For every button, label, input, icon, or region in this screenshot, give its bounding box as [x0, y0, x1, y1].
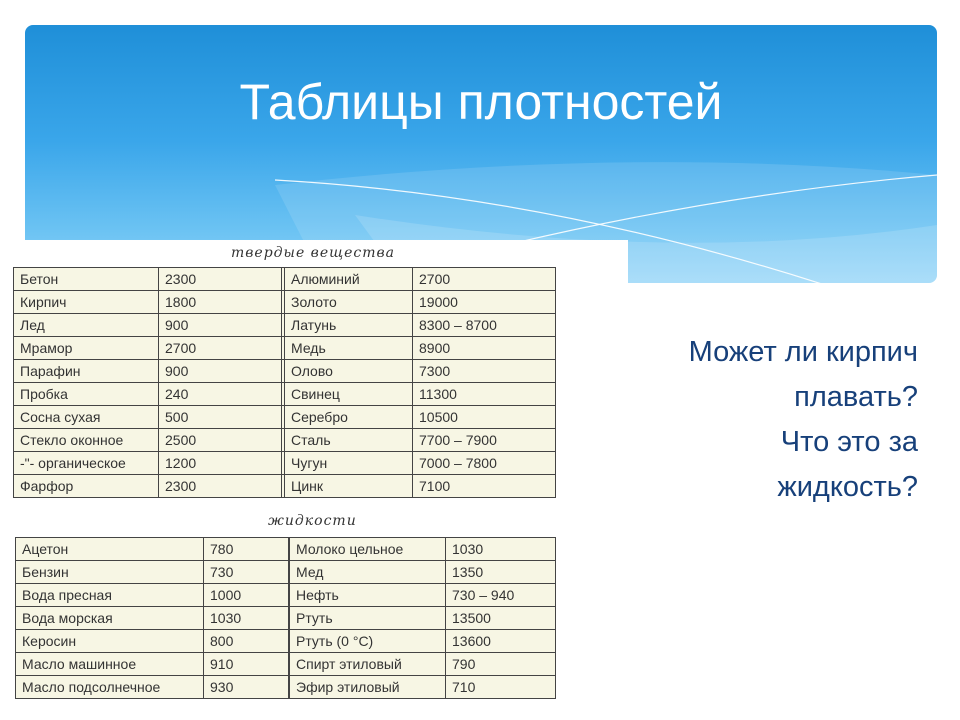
table-row: Керосин 800 Ртуть (0 °C) 13600: [15, 629, 556, 653]
substance-cell: Нефть: [289, 583, 446, 607]
density-cell: 900: [158, 359, 282, 383]
density-cell: 780: [203, 537, 289, 561]
density-cell: 7100: [412, 474, 556, 498]
substance-cell: Сталь: [284, 428, 413, 452]
table-row: Кирпич 1800 Золото 19000: [13, 290, 556, 314]
question-line: Может ли кирпич: [688, 336, 918, 368]
density-cell: 1350: [445, 560, 556, 584]
solids-caption: твердые вещества: [231, 245, 396, 261]
density-cell: 1200: [158, 451, 282, 475]
table-row: Сосна сухая 500 Серебро 10500: [13, 405, 556, 429]
table-row: Вода морская 1030 Ртуть 13500: [15, 606, 556, 630]
density-cell: 500: [158, 405, 282, 429]
table-row: Ацетон 780 Молоко цельное 1030: [15, 537, 556, 561]
density-cell: 2300: [158, 474, 282, 498]
density-cell: 730: [203, 560, 289, 584]
density-cell: 7000 – 7800: [412, 451, 556, 475]
question-line: жидкость?: [777, 471, 918, 503]
substance-cell: Медь: [284, 336, 413, 360]
table-row: Фарфор 2300 Цинк 7100: [13, 474, 556, 498]
substance-cell: Эфир этиловый: [289, 675, 446, 699]
density-cell: 8300 – 8700: [412, 313, 556, 337]
substance-cell: Фарфор: [13, 474, 159, 498]
table-row: Мрамор 2700 Медь 8900: [13, 336, 556, 360]
table-row: Парафин 900 Олово 7300: [13, 359, 556, 383]
table-row: Масло машинное 910 Спирт этиловый 790: [15, 652, 556, 676]
question-line: плавать?: [794, 381, 918, 413]
substance-cell: Латунь: [284, 313, 413, 337]
substance-cell: Ртуть (0 °C): [289, 629, 446, 653]
density-cell: 1030: [445, 537, 556, 561]
table-row: Вода пресная 1000 Нефть 730 – 940: [15, 583, 556, 607]
substance-cell: Сосна сухая: [13, 405, 159, 429]
density-cell: 900: [158, 313, 282, 337]
density-cell: 910: [203, 652, 289, 676]
substance-cell: Олово: [284, 359, 413, 383]
substance-cell: Пробка: [13, 382, 159, 406]
density-cell: 790: [445, 652, 556, 676]
liquids-table: Ацетон 780 Молоко цельное 1030 Бензин 730 Мед 1…: [15, 537, 556, 699]
density-cell: 730 – 940: [445, 583, 556, 607]
density-cell: 800: [203, 629, 289, 653]
density-cell: 8900: [412, 336, 556, 360]
table-row: Масло подсолнечное 930 Эфир этиловый 710: [15, 675, 556, 699]
density-cell: 2700: [158, 336, 282, 360]
substance-cell: Спирт этиловый: [289, 652, 446, 676]
density-cell: 1800: [158, 290, 282, 314]
substance-cell: Серебро: [284, 405, 413, 429]
density-table-image: твердые вещества Бетон 2300 Алюминий 2700 Ки…: [13, 240, 628, 718]
density-cell: 13500: [445, 606, 556, 630]
substance-cell: Вода пресная: [15, 583, 204, 607]
substance-cell: -"- органическое: [13, 451, 159, 475]
question-line: Что это за: [780, 426, 918, 458]
substance-cell: Мед: [289, 560, 446, 584]
substance-cell: Кирпич: [13, 290, 159, 314]
table-row: Бензин 730 Мед 1350: [15, 560, 556, 584]
substance-cell: Парафин: [13, 359, 159, 383]
substance-cell: Бензин: [15, 560, 204, 584]
table-row: Лед 900 Латунь 8300 – 8700: [13, 313, 556, 337]
question-text: Может ли кирпич плавать? Что это за жидк…: [689, 330, 918, 510]
density-cell: 710: [445, 675, 556, 699]
substance-cell: Цинк: [284, 474, 413, 498]
substance-cell: Лед: [13, 313, 159, 337]
substance-cell: Золото: [284, 290, 413, 314]
substance-cell: Вода морская: [15, 606, 204, 630]
substance-cell: Масло подсолнечное: [15, 675, 204, 699]
substance-cell: Ацетон: [15, 537, 204, 561]
table-row: Бетон 2300 Алюминий 2700: [13, 267, 556, 291]
density-cell: 240: [158, 382, 282, 406]
density-cell: 930: [203, 675, 289, 699]
density-cell: 19000: [412, 290, 556, 314]
liquids-caption: жидкости: [268, 513, 357, 529]
density-cell: 7700 – 7900: [412, 428, 556, 452]
density-cell: 2500: [158, 428, 282, 452]
table-row: Пробка 240 Свинец 11300: [13, 382, 556, 406]
table-row: Стекло оконное 2500 Сталь 7700 – 7900: [13, 428, 556, 452]
substance-cell: Свинец: [284, 382, 413, 406]
density-cell: 11300: [412, 382, 556, 406]
substance-cell: Алюминий: [284, 267, 413, 291]
substance-cell: Чугун: [284, 451, 413, 475]
density-cell: 2700: [412, 267, 556, 291]
density-cell: 2300: [158, 267, 282, 291]
solids-table: Бетон 2300 Алюминий 2700 Кирпич 1800 Золото 190…: [13, 267, 556, 498]
table-row: -"- органическое 1200 Чугун 7000 – 7800: [13, 451, 556, 475]
substance-cell: Молоко цельное: [289, 537, 446, 561]
substance-cell: Стекло оконное: [13, 428, 159, 452]
substance-cell: Керосин: [15, 629, 204, 653]
substance-cell: Бетон: [13, 267, 159, 291]
substance-cell: Мрамор: [13, 336, 159, 360]
slide-title: Таблицы плотностей: [239, 74, 723, 130]
substance-cell: Масло машинное: [15, 652, 204, 676]
density-cell: 13600: [445, 629, 556, 653]
density-cell: 7300: [412, 359, 556, 383]
density-cell: 1030: [203, 606, 289, 630]
density-cell: 1000: [203, 583, 289, 607]
substance-cell: Ртуть: [289, 606, 446, 630]
density-cell: 10500: [412, 405, 556, 429]
